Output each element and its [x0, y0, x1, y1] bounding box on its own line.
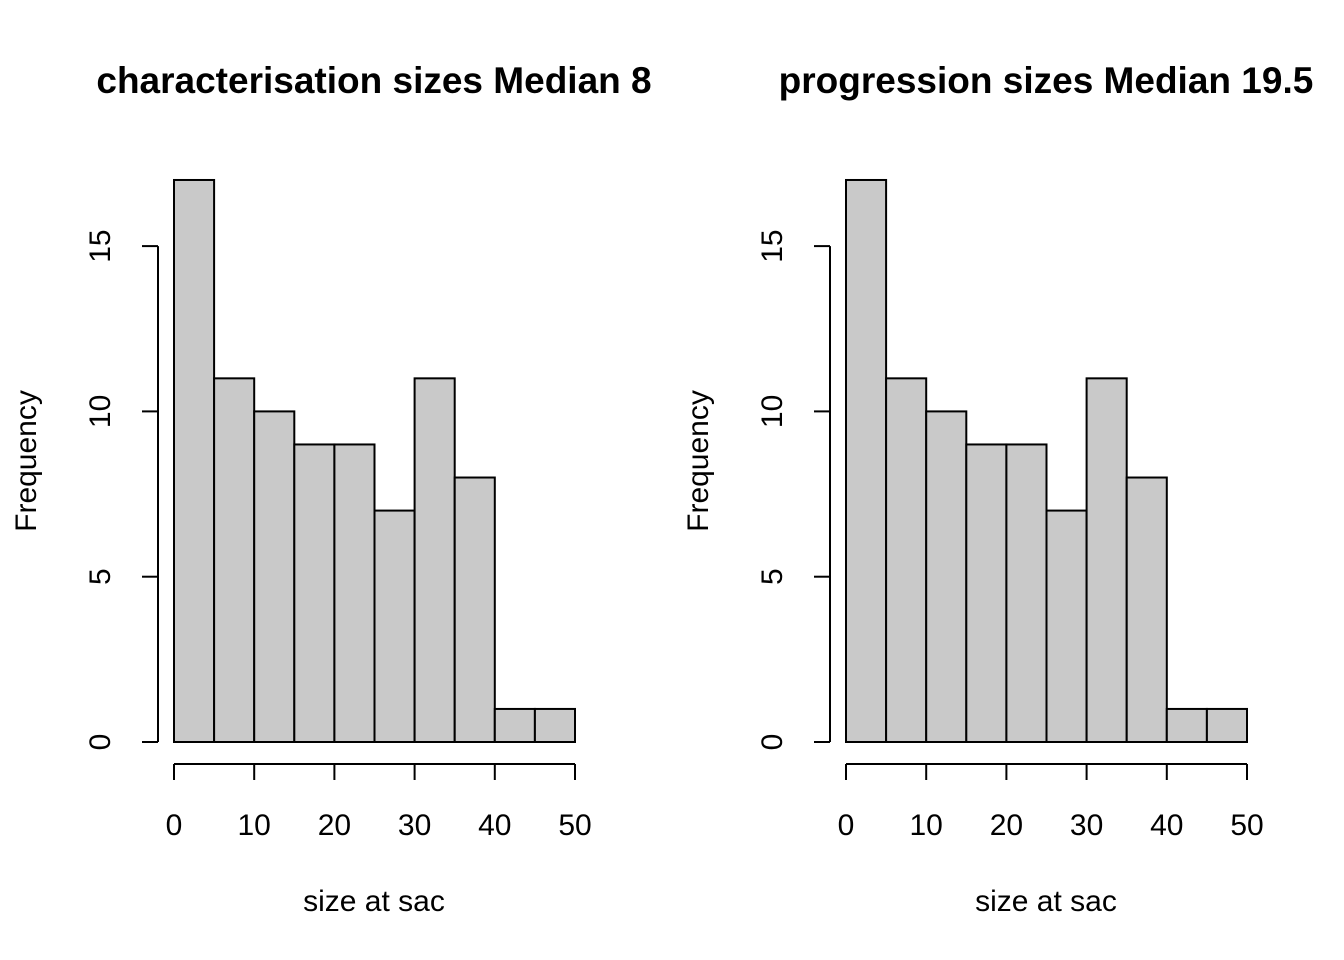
y-tick-label: 5	[84, 568, 117, 585]
histogram-bar	[1085, 377, 1128, 743]
chart-title: characterisation sizes Median 8	[96, 60, 651, 101]
y-tick-label: 0	[84, 734, 117, 751]
histogram-bar	[1045, 509, 1088, 743]
histogram-bar	[885, 377, 928, 743]
x-tick-label: 40	[478, 809, 511, 842]
x-tick-label: 30	[398, 809, 431, 842]
x-axis-label: size at sac	[303, 885, 445, 918]
histogram-bar	[333, 443, 376, 743]
x-tick-label: 10	[238, 809, 271, 842]
bars	[845, 178, 1249, 744]
histogram-bar	[925, 410, 968, 743]
histogram-bar	[253, 410, 296, 743]
histogram-bar	[493, 707, 536, 744]
y-tick-label: 0	[756, 734, 789, 751]
x-tick-label: 50	[1230, 809, 1263, 842]
y-axis: 0 5 10 15	[84, 229, 159, 751]
y-axis-label: Frequency	[682, 390, 715, 532]
x-tick-label: 0	[166, 809, 183, 842]
x-axis: 0 10 20 30 40 50	[838, 763, 1264, 842]
histogram-bar	[173, 178, 216, 744]
y-tick-label: 15	[84, 229, 117, 262]
histogram-panel-progression: progression sizes Median 19.5 size at sa…	[682, 60, 1313, 918]
histogram-bar	[845, 178, 888, 744]
x-tick-label: 20	[318, 809, 351, 842]
bars	[173, 178, 577, 744]
histogram-panel-characterisation: characterisation sizes Median 8 size at …	[10, 60, 652, 918]
x-tick-label: 50	[558, 809, 591, 842]
histogram-bar	[373, 509, 416, 743]
x-axis-label: size at sac	[975, 885, 1117, 918]
histogram-bar	[1125, 476, 1168, 743]
histogram-bar	[413, 377, 456, 743]
chart-title: progression sizes Median 19.5	[779, 60, 1314, 101]
histogram-bar	[1165, 707, 1208, 744]
x-tick-label: 0	[838, 809, 855, 842]
histogram-bar	[213, 377, 256, 743]
y-tick-label: 10	[84, 395, 117, 428]
x-axis: 0 10 20 30 40 50	[166, 763, 592, 842]
histogram-bar	[1205, 707, 1249, 744]
histogram-bar	[293, 443, 336, 743]
x-tick-label: 30	[1070, 809, 1103, 842]
y-tick-label: 5	[756, 568, 789, 585]
histogram-bar	[533, 707, 577, 744]
histogram-bar	[1005, 443, 1048, 743]
x-tick-label: 40	[1150, 809, 1183, 842]
y-tick-label: 15	[756, 229, 789, 262]
y-axis: 0 5 10 15	[756, 229, 831, 751]
x-tick-label: 20	[990, 809, 1023, 842]
y-axis-label: Frequency	[10, 390, 43, 532]
y-tick-label: 10	[756, 395, 789, 428]
histogram-bar	[965, 443, 1008, 743]
x-tick-label: 10	[910, 809, 943, 842]
histogram-bar	[453, 476, 496, 743]
